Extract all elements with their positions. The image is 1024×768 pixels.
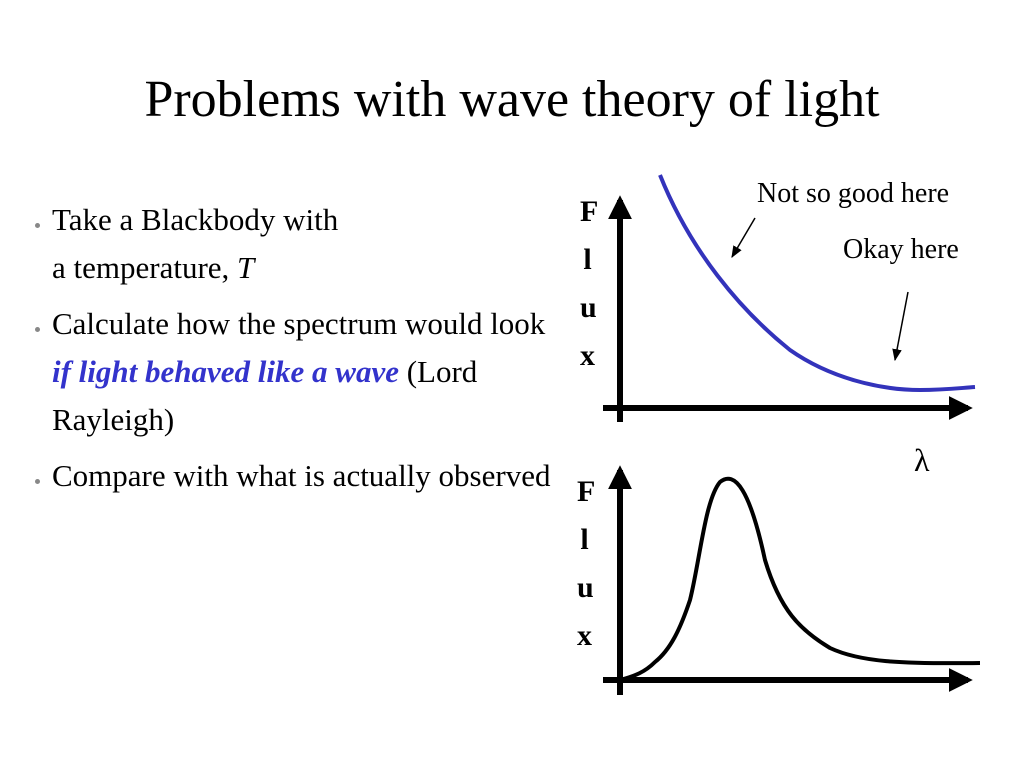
bullet-list: Take a Blackbody with a temperature, T Ca… [10,196,552,508]
bullet-text: a temperature, [52,250,238,285]
annotation-arrow [731,217,756,259]
bullet-text: Take a Blackbody with [52,202,339,237]
bullet-text: Compare with what is actually observed [52,458,551,493]
highlight-text: if light behaved like a wave [52,354,399,389]
bullet: Compare with what is actually observed [52,452,552,500]
bullet-text: (Lord Rayleigh) [52,354,478,437]
annotation: Okay here [843,234,959,265]
bullet-text: Calculate how the spectrum would look [52,306,546,341]
bullet: Calculate how the spectrum would look if… [52,300,552,444]
y-axis-label: Flux [580,195,599,372]
bullet: Take a Blackbody with a temperature, T [52,196,552,292]
y-axis-label: Flux [577,475,596,652]
slide-title: Problems with wave theory of light [144,71,880,128]
x-axis-label: λ [914,442,930,478]
annotation: Not so good here [757,178,950,209]
bullet-text: T [237,250,255,285]
observed-curve [619,476,981,682]
rayleigh-curve [658,174,976,393]
annotation-arrow [892,291,909,362]
